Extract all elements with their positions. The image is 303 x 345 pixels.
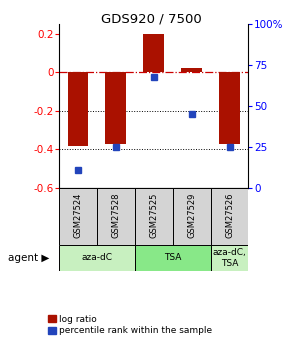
Bar — [211, 245, 248, 271]
Text: GSM27528: GSM27528 — [112, 193, 120, 238]
Text: GDS920 / 7500: GDS920 / 7500 — [101, 12, 202, 25]
Text: GSM27524: GSM27524 — [74, 193, 82, 238]
Bar — [59, 188, 97, 245]
Text: GSM27529: GSM27529 — [187, 193, 196, 238]
Bar — [97, 188, 135, 245]
Text: GSM27525: GSM27525 — [149, 193, 158, 238]
Bar — [143, 34, 164, 72]
Bar — [68, 72, 88, 146]
Legend: log ratio, percentile rank within the sample: log ratio, percentile rank within the sa… — [48, 315, 212, 335]
Bar — [219, 72, 240, 144]
Bar — [181, 69, 202, 72]
Text: GSM27526: GSM27526 — [225, 193, 234, 238]
Bar — [135, 188, 173, 245]
Text: aza-dC,
TSA: aza-dC, TSA — [213, 248, 246, 268]
Bar — [105, 72, 126, 144]
Text: aza-dC: aza-dC — [82, 253, 112, 263]
Bar — [211, 188, 248, 245]
Bar — [59, 245, 135, 271]
Text: TSA: TSA — [164, 253, 181, 263]
Bar — [173, 188, 211, 245]
Text: agent ▶: agent ▶ — [8, 253, 49, 263]
Bar — [135, 245, 211, 271]
